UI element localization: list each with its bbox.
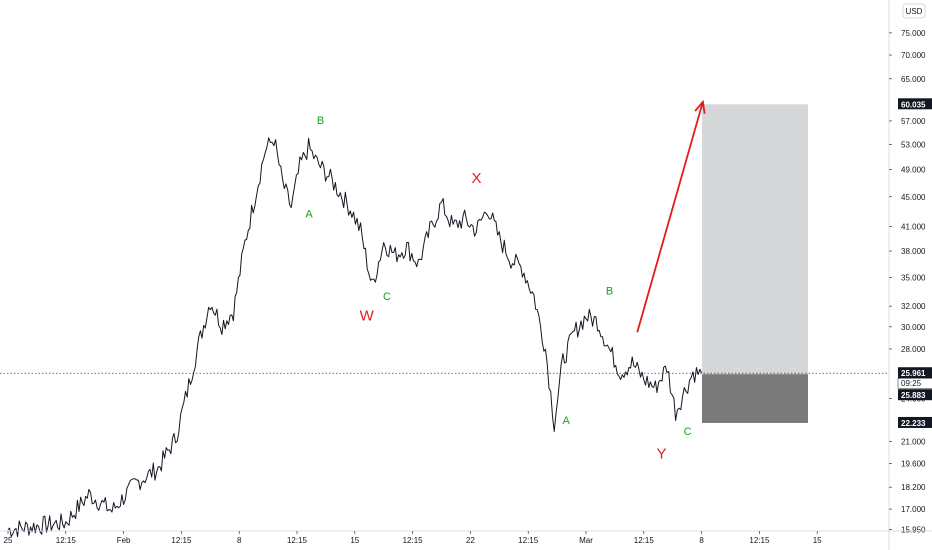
time-tick-label: 22 xyxy=(466,536,475,545)
time-tick-label: 12:15 xyxy=(171,536,192,545)
price-tag xyxy=(898,389,932,401)
price-tick-label: 38.000 xyxy=(901,247,926,256)
time-tick-label: 15 xyxy=(813,536,822,545)
currency-label: USD xyxy=(906,7,923,16)
countdown-box xyxy=(897,377,932,389)
price-tick-label: 53.000 xyxy=(901,140,926,149)
time-axis[interactable]: 25 12:15 Feb 12:15 8 12:15 15 12:15 22 12:15 Mar 12… xyxy=(0,530,932,545)
position-zones xyxy=(702,104,808,423)
stop-zone xyxy=(702,374,808,423)
time-tick-label: 12:15 xyxy=(287,536,308,545)
time-tick-label: 8 xyxy=(237,536,242,545)
projection-arrow xyxy=(636,99,706,333)
price-tick-label: 18.200 xyxy=(901,483,926,492)
currency-button-frame xyxy=(902,3,926,19)
time-tick-label: 12:15 xyxy=(518,536,539,545)
price-tick-label: 75.000 xyxy=(901,29,926,38)
price-tick-label: 32.000 xyxy=(901,302,926,311)
wave-label-major: Y xyxy=(656,446,666,463)
price-tick-label: 17.000 xyxy=(901,505,926,514)
price-tick-label: 70.000 xyxy=(901,51,926,60)
price-line xyxy=(7,137,703,538)
price-series xyxy=(7,137,703,538)
price-tag-label: 22.233 xyxy=(901,419,926,428)
price-tag-label: 60.035 xyxy=(901,100,926,109)
wave-label-minor: A xyxy=(305,208,313,220)
wave-label-minor: C xyxy=(383,291,391,303)
price-tick-label: 45.000 xyxy=(901,193,926,202)
time-tick-label: 15 xyxy=(350,536,359,545)
arrow-head xyxy=(694,99,706,114)
price-tag-label: 25.961 xyxy=(901,369,926,378)
price-tag xyxy=(898,416,932,428)
price-tick-label: 57.000 xyxy=(901,117,926,126)
price-tick-label: 19.600 xyxy=(901,459,926,468)
wave-label-minor: B xyxy=(317,115,324,127)
countdown-label: 09:25 xyxy=(901,379,922,388)
wave-label-minor: C xyxy=(684,426,692,438)
target-zone xyxy=(702,104,808,375)
time-tick-label: Mar xyxy=(579,536,593,545)
wave-label-minor: B xyxy=(606,285,613,297)
wave-label-major: W xyxy=(360,307,375,324)
time-tick-label: 12:15 xyxy=(749,536,770,545)
price-tick-label: 21.000 xyxy=(901,437,926,446)
time-tick-label: 12:15 xyxy=(403,536,424,545)
arrow-shaft xyxy=(636,101,704,333)
price-tick-label: 49.000 xyxy=(901,165,926,174)
price-tick-label: 35.000 xyxy=(901,273,926,282)
price-tick-label: 15.950 xyxy=(901,526,926,535)
price-tick-label: 65.000 xyxy=(901,75,926,84)
time-tick-label: 12:15 xyxy=(634,536,655,545)
wave-label-major: X xyxy=(472,170,482,187)
price-tick-label: 41.000 xyxy=(901,223,926,232)
price-tag xyxy=(898,98,932,110)
time-tick-label: 12:15 xyxy=(56,536,77,545)
price-tick-label: 30.000 xyxy=(901,323,926,332)
currency-button[interactable]: USD xyxy=(902,3,926,19)
time-tick-label: 8 xyxy=(699,536,704,545)
wave-label-minor: A xyxy=(563,415,571,427)
price-tick-label: 28.000 xyxy=(901,345,926,354)
price-tag xyxy=(898,367,932,379)
time-tick-label: 25 xyxy=(4,536,13,545)
time-tick-label: Feb xyxy=(117,536,131,545)
price-tag-label: 25.883 xyxy=(901,391,926,400)
